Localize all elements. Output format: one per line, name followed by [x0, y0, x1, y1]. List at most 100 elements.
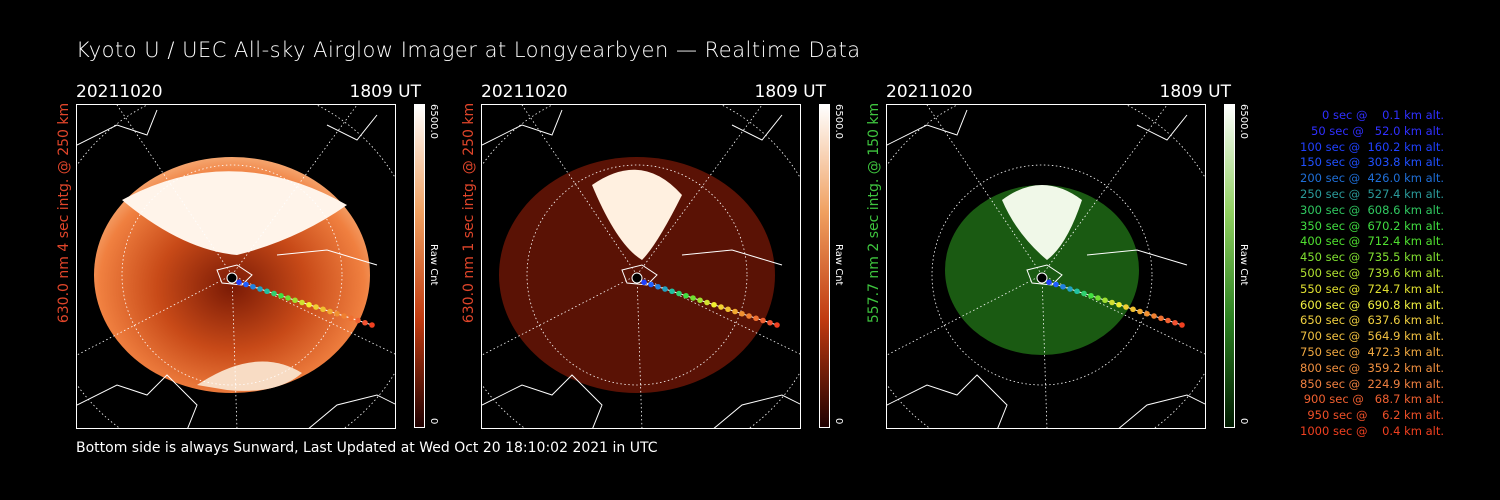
track-point — [1172, 319, 1178, 326]
track-point — [718, 304, 724, 310]
track-point — [655, 283, 661, 290]
track-point — [1144, 310, 1150, 317]
track-point — [250, 283, 256, 290]
track-point — [732, 308, 738, 315]
track-point — [341, 313, 347, 319]
allsky-image-svg — [887, 105, 1205, 428]
panel-date: 20211020 — [481, 82, 568, 102]
track-point — [257, 286, 263, 292]
track-legend: 0 sec @ 0.1 km alt. 50 sec @ 52.0 km alt.… — [1262, 108, 1444, 440]
legend-row: 450 sec @ 735.5 km alt. — [1300, 250, 1444, 265]
colorbar-max: 6500.0 — [833, 104, 844, 139]
panel-time: 1809 UT — [1159, 82, 1232, 102]
panel-630-1sec: 20211020 1809 UT — [481, 82, 826, 430]
legend-row: 100 sec @ 160.2 km alt. — [1300, 139, 1444, 154]
colorbar-unit: Raw Cnt — [428, 244, 439, 286]
track-point — [1123, 304, 1129, 310]
station-marker — [631, 272, 643, 284]
legend-row: 850 sec @ 224.9 km alt. — [1300, 376, 1444, 391]
legend-row: 150 sec @ 303.8 km alt. — [1300, 155, 1444, 170]
colorbar-unit: Raw Cnt — [1238, 244, 1249, 286]
colorbar-panel2 — [819, 104, 830, 428]
allsky-image-svg — [482, 105, 800, 428]
satellite-track — [226, 272, 375, 328]
coastline — [482, 109, 800, 428]
track-point — [648, 281, 654, 288]
track-point — [1095, 295, 1101, 301]
coastline — [887, 109, 1205, 428]
colorbar-unit: Raw Cnt — [833, 244, 844, 286]
legend-row: 400 sec @ 712.4 km alt. — [1300, 234, 1444, 249]
legend-row: 550 sec @ 724.7 km alt. — [1300, 281, 1444, 296]
track-point — [271, 290, 277, 297]
track-point — [348, 315, 354, 322]
bright-sunward-region — [197, 361, 302, 391]
track-point — [1165, 317, 1171, 324]
colorbar-max: 6500.0 — [1238, 104, 1249, 139]
colorbar-panel3 — [1224, 104, 1235, 428]
legend-row: 600 sec @ 690.8 km alt. — [1300, 297, 1444, 312]
track-point — [299, 299, 305, 306]
legend-row: 500 sec @ 739.6 km alt. — [1300, 265, 1444, 280]
track-point — [1116, 301, 1122, 308]
ylabel-panel1: 630.0 nm 4 sec intg. @ 250 km — [56, 102, 72, 324]
colorbar-min: 0 — [1238, 418, 1249, 425]
track-point — [1109, 299, 1115, 306]
track-point — [662, 286, 668, 292]
track-point — [641, 279, 647, 286]
track-point — [697, 297, 703, 304]
ylabel-panel3: 557.7 nm 2 sec intg. @ 150 km — [866, 102, 882, 324]
station-marker — [226, 272, 238, 284]
legend-row: 700 sec @ 564.9 km alt. — [1300, 329, 1444, 344]
track-point — [725, 306, 731, 313]
track-point — [1102, 297, 1108, 304]
track-point — [753, 315, 759, 322]
track-point — [1046, 279, 1052, 286]
legend-row: 200 sec @ 426.0 km alt. — [1300, 171, 1444, 186]
track-point — [746, 313, 752, 319]
satellite-track — [631, 272, 780, 328]
track-point — [334, 310, 340, 317]
colorbar-panel1 — [414, 104, 425, 428]
colorbar-min: 0 — [428, 418, 439, 425]
track-point — [1081, 290, 1087, 297]
track-point — [1053, 281, 1059, 288]
track-point — [1130, 306, 1136, 313]
legend-row: 350 sec @ 670.2 km alt. — [1300, 218, 1444, 233]
legend-row: 0 sec @ 0.1 km alt. — [1321, 108, 1444, 122]
panel-630-4sec: 20211020 1809 UT — [76, 82, 421, 430]
track-point — [362, 319, 368, 326]
track-point — [774, 322, 780, 328]
track-point — [264, 288, 270, 295]
legend-row: 950 sec @ 6.2 km alt. — [1307, 408, 1444, 423]
track-point — [1137, 308, 1143, 315]
track-point — [1074, 288, 1080, 295]
track-point — [1060, 283, 1066, 290]
track-point — [683, 292, 689, 299]
satellite-track — [1036, 272, 1185, 328]
colorbar-min: 0 — [833, 418, 844, 425]
allsky-image — [76, 104, 396, 429]
track-point — [704, 299, 710, 306]
track-point — [767, 319, 773, 326]
panel-time: 1809 UT — [754, 82, 827, 102]
panel-time: 1809 UT — [349, 82, 422, 102]
track-point — [711, 301, 717, 308]
legend-row: 250 sec @ 527.4 km alt. — [1300, 186, 1444, 201]
legend-row: 900 sec @ 68.7 km alt. — [1303, 392, 1444, 407]
track-point — [369, 322, 375, 328]
panel-557-2sec: 20211020 1809 UT — [886, 82, 1231, 430]
legend-row: 1000 sec @ 0.4 km alt. — [1300, 423, 1444, 438]
legend-row: 50 sec @ 52.0 km alt. — [1311, 123, 1444, 138]
track-point — [278, 292, 284, 299]
footer-note: Bottom side is always Sunward, Last Upda… — [76, 440, 658, 456]
track-point — [760, 317, 766, 324]
page-title: Kyoto U / UEC All-sky Airglow Imager at … — [76, 38, 861, 62]
legend-row: 800 sec @ 359.2 km alt. — [1300, 360, 1444, 375]
bright-aurora-region — [1002, 185, 1082, 260]
legend-row: 300 sec @ 608.6 km alt. — [1300, 202, 1444, 217]
station-marker — [1036, 272, 1048, 284]
track-point — [285, 295, 291, 301]
bright-aurora-region — [592, 169, 682, 260]
legend-row: 750 sec @ 472.3 km alt. — [1300, 344, 1444, 359]
